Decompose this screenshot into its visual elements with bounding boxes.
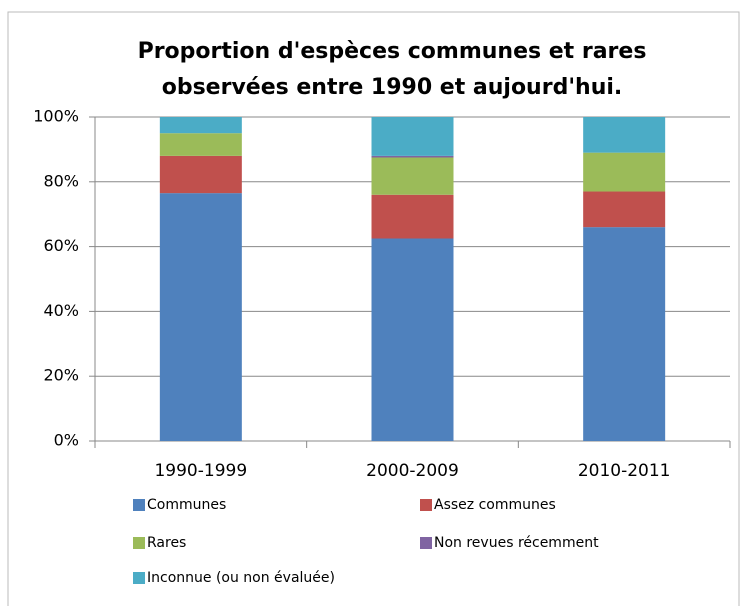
legend-label: Inconnue (ou non évaluée)	[147, 570, 335, 586]
bar-segment	[371, 117, 454, 156]
legend-label: Rares	[147, 535, 186, 551]
y-tick-label: 40%	[43, 301, 79, 320]
bar-segment	[583, 152, 666, 192]
bar-segment	[583, 191, 666, 228]
bar-segment	[371, 238, 454, 441]
bar-segment	[371, 155, 454, 158]
legend-label: Non revues récemment	[434, 535, 599, 551]
legend-label: Assez communes	[434, 497, 556, 513]
legend-swatch	[420, 499, 432, 511]
chart-title: Proportion d'espèces communes et rares	[138, 39, 647, 64]
bar-segment	[159, 133, 242, 156]
x-tick-label: 2000-2009	[366, 461, 459, 481]
legend-swatch	[133, 572, 145, 584]
x-tick-label: 2010-2011	[578, 461, 671, 481]
bar-segment	[159, 117, 242, 134]
y-tick-label: 80%	[43, 171, 79, 190]
bar-segment	[371, 157, 454, 195]
x-tick-label: 1990-1999	[154, 461, 247, 481]
bar-segment	[583, 227, 666, 441]
y-tick-label: 100%	[33, 107, 79, 126]
bar-segment	[159, 155, 242, 194]
y-tick-label: 0%	[54, 431, 79, 450]
legend-swatch	[133, 537, 145, 549]
legend-swatch	[420, 537, 432, 549]
bar-segment	[583, 117, 666, 153]
legend-label: Communes	[147, 497, 226, 513]
bar-segment	[159, 193, 242, 441]
legend-swatch	[133, 499, 145, 511]
y-tick-label: 20%	[43, 366, 79, 385]
chart-title: observées entre 1990 et aujourd'hui.	[162, 75, 623, 100]
y-tick-label: 60%	[43, 236, 79, 255]
bar-segment	[371, 194, 454, 239]
